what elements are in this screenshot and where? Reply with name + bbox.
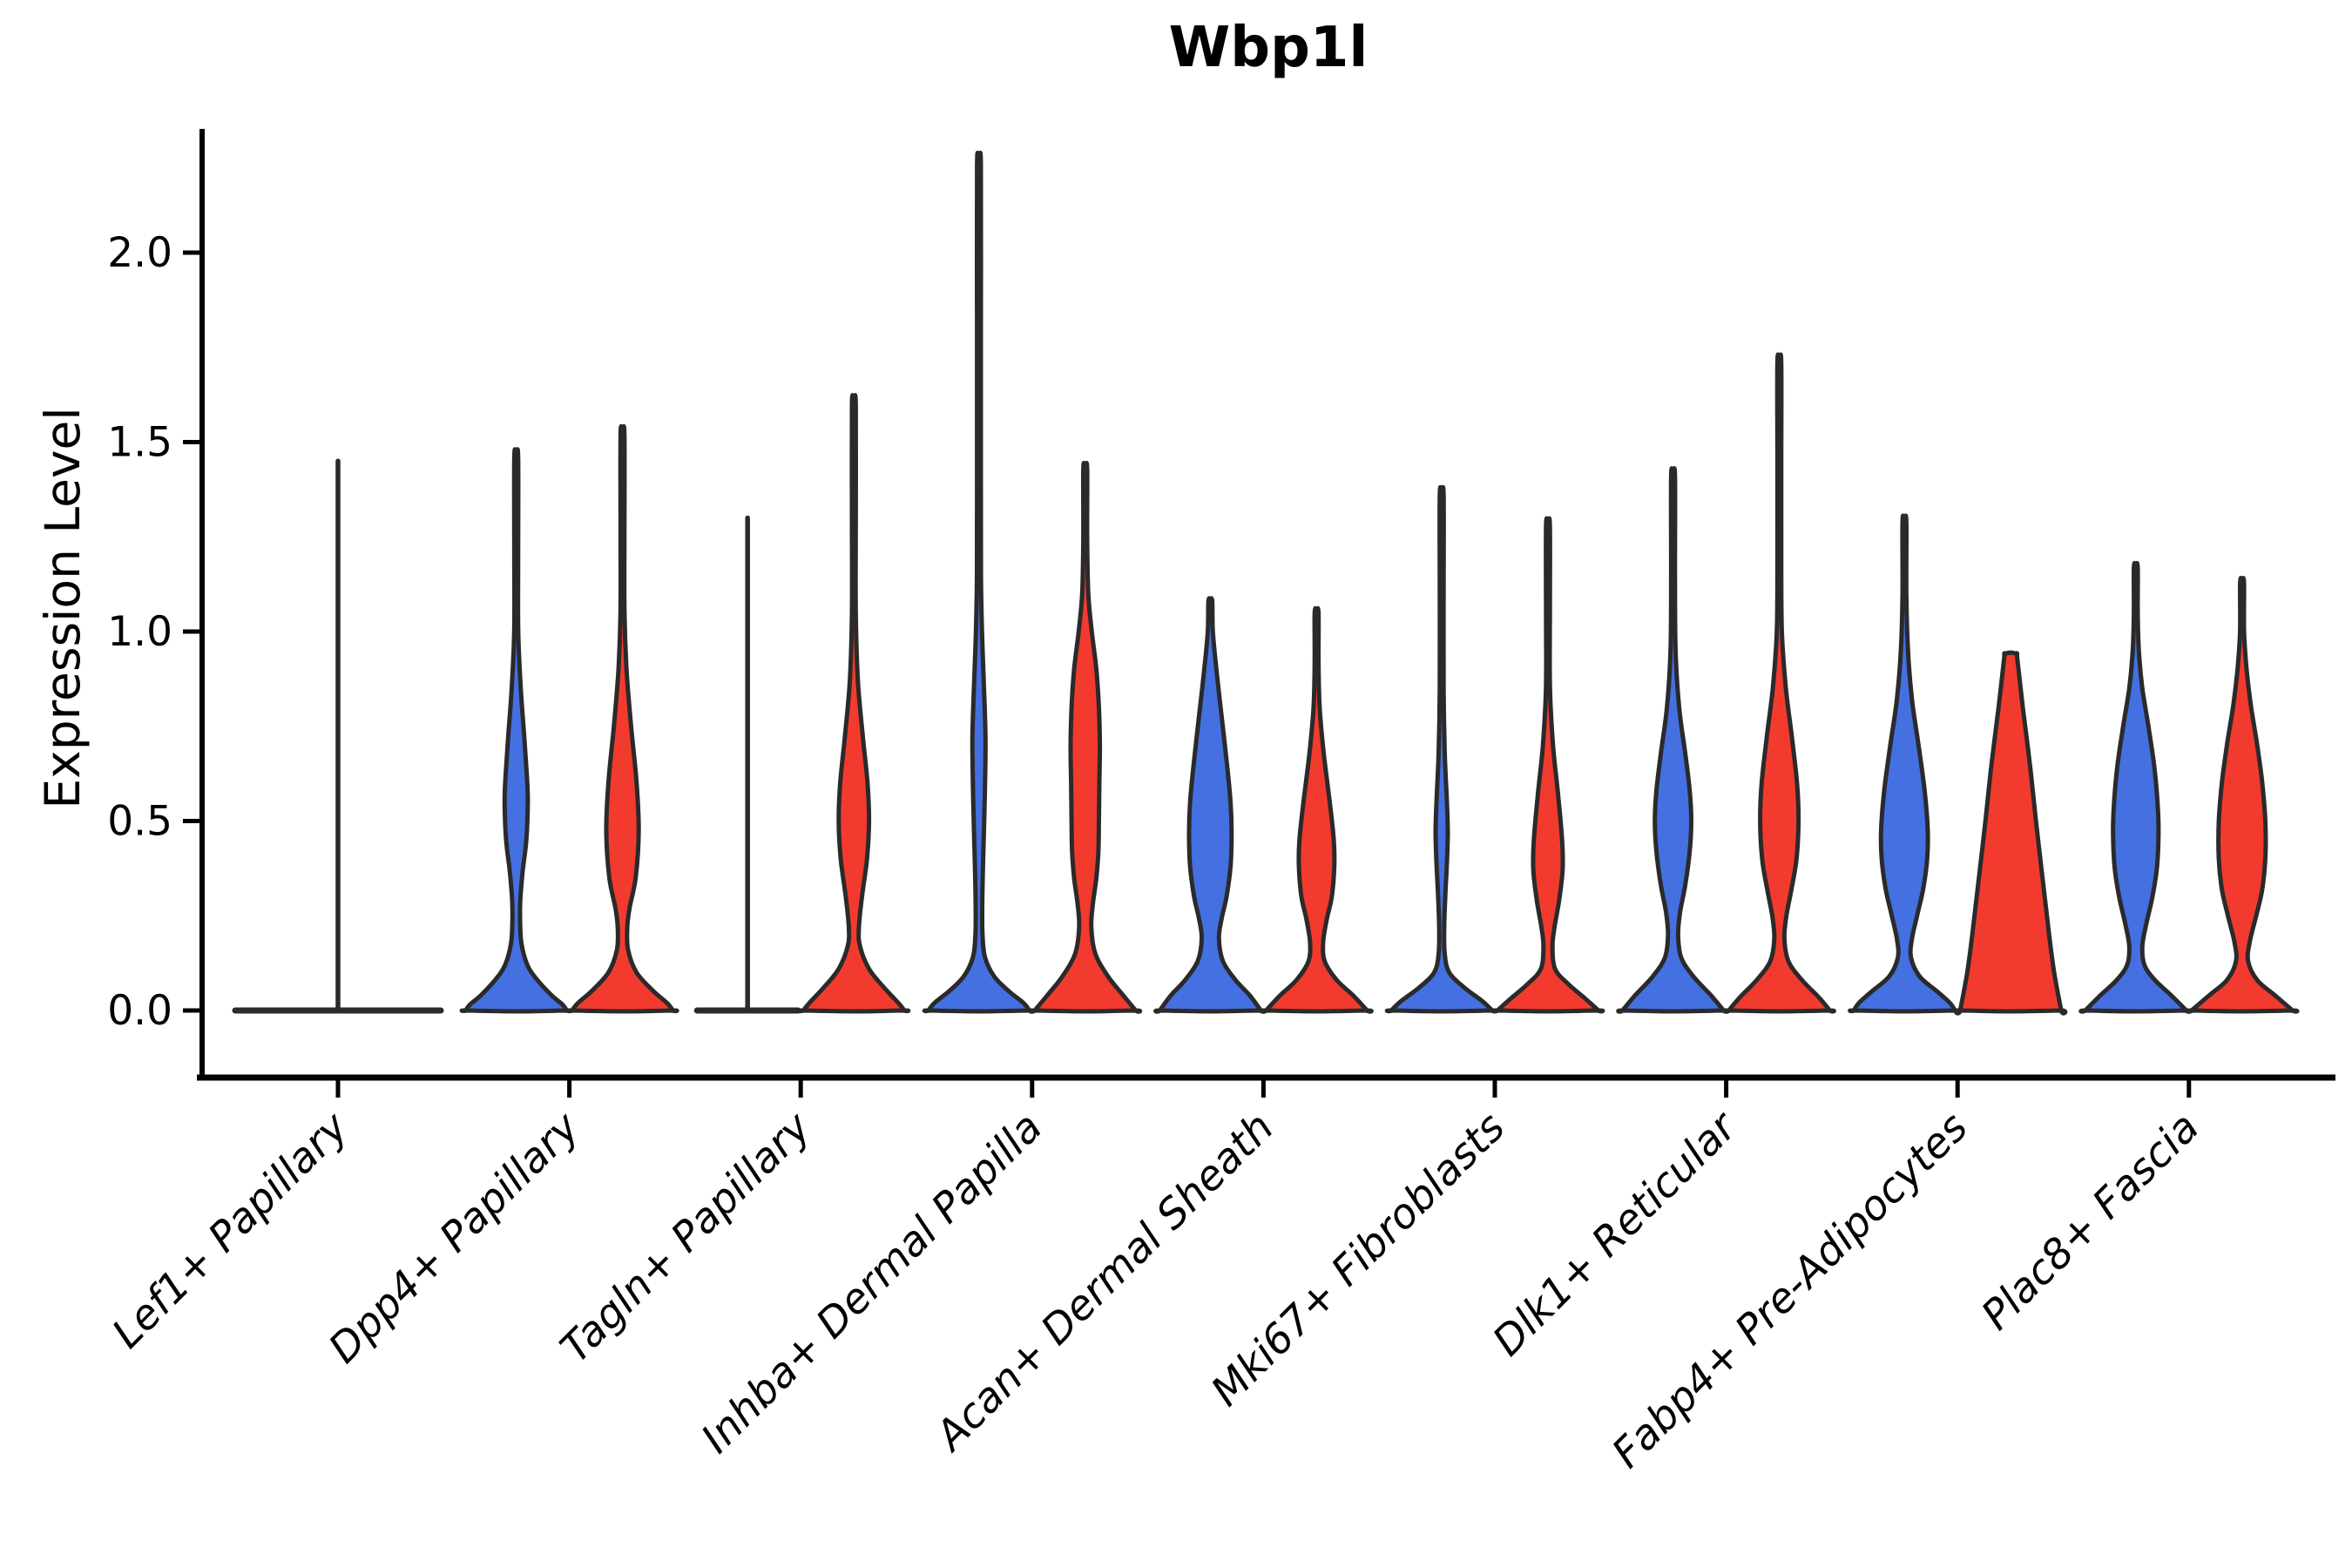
x-category-label-tagln-papillary: Tagln+ Papillary (551, 1103, 821, 1373)
x-category-label-dpp4-papillary: Dpp4+ Papillary (320, 1103, 590, 1373)
y-tick-label-1.5: 1.5 (107, 419, 172, 467)
page-title: Wbp1l (1168, 16, 1369, 80)
y-tick-label-1.0: 1.0 (107, 608, 172, 656)
x-category-label-dlk1-reticular: Dlk1+ Reticular (1484, 1102, 1747, 1366)
violin-acan-dermal-sheath-condition_a (1153, 596, 1267, 1014)
violin-acan-dermal-sheath-condition_b (1259, 605, 1374, 1014)
violin-dlk1-reticular-condition_b (1722, 352, 1836, 1014)
y-tick-label-0.0: 0.0 (107, 987, 172, 1035)
violin-plac8-fascia-condition_b (2185, 576, 2300, 1014)
violin-plac8-fascia-condition_a (2078, 560, 2193, 1014)
violin-dpp4-papillary-condition_a (459, 447, 573, 1014)
x-category-label-lef1-papillary: Lef1+ Papillary (103, 1103, 358, 1358)
violin-fabp4-pre-adipocytes-condition_b (1954, 650, 2068, 1016)
y-tick-label-2.0: 2.0 (107, 229, 172, 277)
violin-inhba-dermal-papilla-condition_a (922, 150, 1036, 1014)
y-tick-label-0.5: 0.5 (107, 798, 172, 846)
violin-dlk1-reticular-condition_a (1616, 466, 1730, 1014)
violin-fabp4-pre-adipocytes-condition_a (1848, 513, 1962, 1014)
x-category-label-plac8-fascia: Plac8+ Fascia (1972, 1104, 2208, 1340)
violin-dpp4-papillary-condition_b (565, 423, 679, 1014)
violin-inhba-dermal-papilla-condition_b (1028, 460, 1143, 1014)
violin-mki67-fibroblasts-condition_a (1384, 484, 1499, 1014)
violin-tagln-papillary-condition_b (797, 393, 911, 1014)
y-axis-title: Expression Level (35, 407, 91, 809)
violin-mki67-fibroblasts-condition_b (1490, 516, 1605, 1014)
